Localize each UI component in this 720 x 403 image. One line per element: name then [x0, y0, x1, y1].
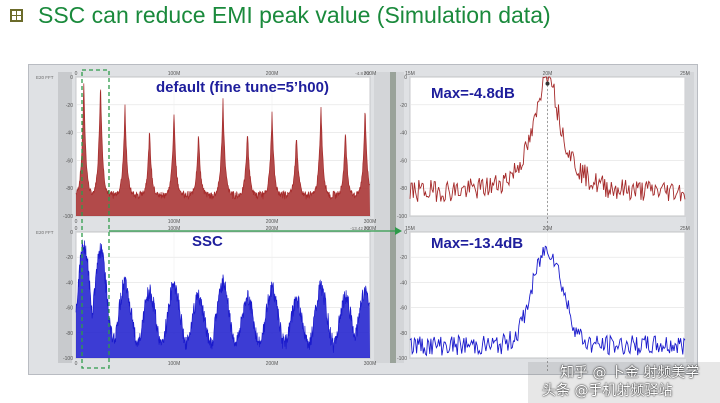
splitter-bar [390, 72, 396, 363]
y-tick-label: -80 [400, 331, 407, 337]
plot-panel-1: 0-20-40-60-80-10000100M100M200M200M300M3… [36, 71, 376, 225]
y-tick-label: -20 [66, 255, 73, 261]
slide-title: SSC can reduce EMI peak value (Simulatio… [38, 2, 551, 28]
x-tick-label: 300M [364, 361, 377, 367]
watermark-line2: 头条 @手机射频驿站 [542, 383, 673, 399]
ssc-annotation: SSC [192, 233, 223, 250]
y-tick-label: -20 [400, 103, 407, 109]
x-tick-label: 100M [168, 226, 181, 232]
max-ssc-annotation: Max=-13.4dB [431, 235, 524, 252]
y-tick-label: -80 [400, 186, 407, 192]
x-tick-label: 20M [543, 71, 553, 77]
plot-panel-3: 0 -20 -40 -60 -80 -100 15M 20M 25M [397, 71, 690, 371]
x-tick-label: 15M [405, 226, 415, 232]
series-line [409, 245, 686, 357]
y-tick-label: 0 [70, 230, 73, 236]
y-tick-label: -80 [66, 331, 73, 337]
peak-marker [545, 81, 550, 86]
y-tick-label: -100 [397, 356, 407, 362]
y-tick-label: 0 [404, 230, 407, 236]
plot-panel-4: 0 -20 -40 -60 -80 -100 15M 20M 25M [397, 226, 690, 362]
x-tick-label: 300M [364, 219, 377, 225]
x-tick-label: 300M [364, 226, 377, 232]
series-area [76, 83, 370, 217]
right-gutter [686, 72, 694, 363]
middle-gutter [374, 72, 404, 363]
panel-label: E20 FFT [36, 230, 54, 235]
y-tick-label: -40 [66, 280, 73, 286]
watermark-line1: 知乎 @ 卜金 射频美学 [560, 365, 700, 381]
panel-label: E20 FFT [36, 75, 54, 80]
x-tick-label: 200M [266, 219, 279, 225]
series-line [75, 239, 370, 353]
y-tick-label: -20 [400, 255, 407, 261]
x-tick-label: 0 [75, 361, 78, 367]
plot-panel-2: 0-20-40-60-80-10000100M100M200M200M300M3… [36, 226, 376, 367]
y-tick-label: -100 [397, 214, 407, 220]
x-tick-label: 200M [266, 71, 279, 77]
x-tick-label: 25M [680, 71, 690, 77]
y-tick-label: -60 [66, 306, 73, 312]
watermark-background [528, 362, 720, 403]
highlight-box [81, 69, 110, 369]
left-gutter [58, 72, 72, 363]
y-tick-label: -100 [63, 356, 73, 362]
y-tick-label: -40 [66, 131, 73, 137]
ssc-arrow-head [395, 227, 402, 235]
y-tick-label: -40 [400, 280, 407, 286]
y-tick-label: -60 [400, 158, 407, 164]
y-tick-label: -40 [400, 131, 407, 137]
diamond-bullet-icon [10, 9, 23, 22]
y-tick-label: -20 [66, 103, 73, 109]
x-tick-label: 100M [168, 71, 181, 77]
x-tick-label: 200M [266, 361, 279, 367]
y-tick-label: -60 [66, 158, 73, 164]
series-line [75, 83, 370, 200]
x-tick-label: 0 [75, 71, 78, 77]
max-default-annotation: Max=-4.8dB [431, 85, 515, 102]
x-tick-label: 15M [405, 71, 415, 77]
y-tick-label: 0 [70, 75, 73, 81]
y-tick-label: -100 [63, 214, 73, 220]
x-tick-label: 25M [680, 226, 690, 232]
corner-label: -4.8 PZ [355, 71, 370, 76]
x-tick-label: 100M [168, 219, 181, 225]
y-tick-label: 0 [404, 75, 407, 81]
x-tick-label: 0 [75, 226, 78, 232]
series-area [76, 239, 370, 358]
y-tick-label: -80 [66, 186, 73, 192]
default-annotation: default (fine tune=5’h00) [156, 79, 329, 96]
corner-label: -13.42 PZ [350, 226, 370, 231]
x-tick-label: 20M [543, 226, 553, 232]
x-tick-label: 300M [364, 71, 377, 77]
x-tick-label: 0 [75, 219, 78, 225]
x-tick-label: 200M [266, 226, 279, 232]
y-tick-label: -60 [400, 306, 407, 312]
x-tick-label: 100M [168, 361, 181, 367]
